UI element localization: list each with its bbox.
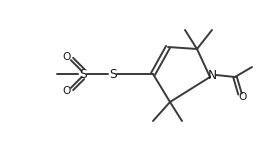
Text: O: O <box>63 86 71 96</box>
Text: O: O <box>63 52 71 62</box>
Text: S: S <box>79 67 87 81</box>
Text: S: S <box>109 67 117 81</box>
Text: N: N <box>208 69 217 81</box>
Text: O: O <box>239 92 247 102</box>
